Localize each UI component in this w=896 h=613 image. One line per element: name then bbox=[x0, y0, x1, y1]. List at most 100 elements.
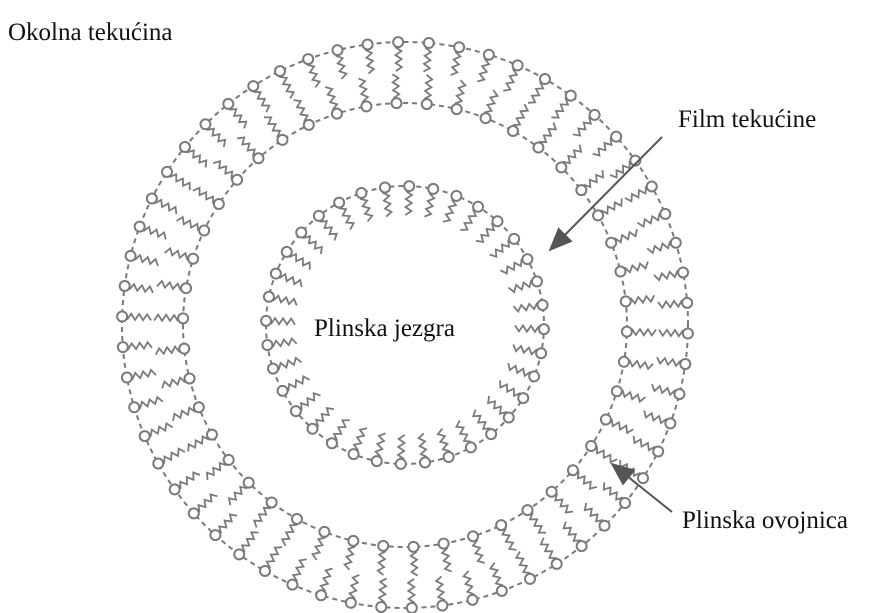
molecule-tail bbox=[324, 86, 339, 111]
molecule-tail bbox=[583, 170, 604, 189]
molecule-tail bbox=[310, 536, 326, 561]
molecule-tail bbox=[507, 279, 533, 294]
molecule-tail bbox=[142, 225, 167, 240]
molecule-head bbox=[599, 413, 612, 426]
molecule-tail bbox=[471, 539, 486, 564]
molecule-head bbox=[124, 249, 137, 262]
layer-outline bbox=[182, 102, 628, 548]
molecule-head bbox=[673, 388, 686, 401]
molecule-tail bbox=[391, 73, 401, 100]
molecule-head bbox=[420, 98, 433, 111]
molecule-head bbox=[450, 189, 463, 202]
molecule-tail bbox=[554, 493, 574, 514]
molecule-tail bbox=[263, 116, 282, 138]
molecule-head bbox=[495, 584, 508, 597]
molecule-tail bbox=[302, 234, 323, 255]
molecule-tail bbox=[278, 272, 303, 288]
molecule-head bbox=[261, 339, 274, 352]
molecule-tail bbox=[440, 547, 452, 573]
molecule-head bbox=[521, 253, 534, 266]
arrow bbox=[548, 136, 663, 252]
molecule-tail bbox=[636, 212, 661, 228]
molecule-head bbox=[276, 133, 289, 146]
molecule-tail bbox=[475, 222, 496, 243]
molecule-head bbox=[403, 180, 416, 193]
molecule-head bbox=[168, 483, 181, 496]
molecule-head bbox=[588, 108, 601, 121]
molecule-head bbox=[407, 540, 420, 553]
molecule-head bbox=[333, 196, 346, 209]
molecule-head bbox=[610, 385, 623, 398]
molecule-head bbox=[306, 422, 319, 435]
molecule-tail bbox=[462, 570, 475, 596]
molecule-tail bbox=[293, 99, 310, 123]
molecule-tail bbox=[280, 523, 298, 547]
molecule-head bbox=[315, 589, 328, 602]
molecule-head bbox=[247, 80, 260, 93]
molecule-head bbox=[187, 252, 200, 265]
molecule-tail bbox=[614, 229, 638, 244]
molecule-head bbox=[231, 173, 244, 186]
molecule-tail bbox=[562, 144, 583, 165]
molecule-tail bbox=[212, 159, 234, 179]
molecule-tail bbox=[621, 389, 646, 404]
molecule-head bbox=[199, 118, 212, 131]
molecule-head bbox=[260, 314, 273, 327]
molecule-tail bbox=[393, 46, 404, 72]
molecule-head bbox=[187, 507, 200, 520]
molecule-head bbox=[290, 512, 303, 525]
molecule-tail bbox=[454, 419, 472, 443]
molecule-head bbox=[610, 130, 623, 143]
molecule-head bbox=[532, 141, 545, 154]
label-gas-core: Plinska jezgra bbox=[314, 315, 455, 342]
molecule-head bbox=[592, 209, 605, 222]
molecule-head bbox=[419, 456, 432, 469]
molecule-tail bbox=[472, 409, 491, 430]
molecule-tail bbox=[500, 527, 517, 551]
molecule-tail bbox=[287, 374, 311, 392]
molecule-tail bbox=[527, 81, 545, 104]
molecule-head bbox=[145, 192, 158, 205]
molecule-tail bbox=[156, 279, 182, 291]
molecule-head bbox=[605, 236, 618, 249]
molecule-head bbox=[118, 279, 131, 292]
molecule-tail bbox=[600, 198, 623, 216]
molecule-tail bbox=[161, 376, 187, 389]
molecule-tail bbox=[499, 258, 523, 276]
molecule-tail bbox=[409, 550, 419, 577]
molecule-head bbox=[517, 392, 530, 405]
molecule-head bbox=[302, 53, 315, 66]
molecule-head bbox=[312, 209, 325, 222]
molecule-tail bbox=[562, 521, 581, 542]
label-gas-shell: Plinska ovojnica bbox=[682, 507, 848, 534]
molecule-tail bbox=[163, 447, 186, 464]
molecule-tail bbox=[658, 328, 684, 338]
molecule-head bbox=[528, 370, 541, 383]
molecule-head bbox=[637, 472, 650, 485]
molecule-tail bbox=[374, 432, 386, 458]
molecule-tail bbox=[176, 215, 200, 232]
arrow bbox=[610, 462, 673, 513]
molecule-tail bbox=[610, 418, 634, 435]
molecule-tail bbox=[358, 77, 370, 103]
molecule-tail bbox=[306, 63, 322, 88]
molecule-tail bbox=[139, 395, 164, 409]
molecule-tail bbox=[153, 312, 179, 323]
molecule-head bbox=[566, 464, 579, 477]
molecule-tail bbox=[265, 546, 283, 569]
label-surrounding-fluid: Okolna tekućina bbox=[8, 19, 173, 46]
molecule-head bbox=[598, 519, 611, 532]
molecule-tail bbox=[127, 340, 153, 351]
molecule-tail bbox=[227, 485, 248, 506]
molecule-tail bbox=[512, 344, 538, 356]
molecule-head bbox=[564, 89, 577, 102]
molecule-head bbox=[508, 232, 521, 245]
molecule-tail bbox=[422, 46, 433, 73]
molecule-tail bbox=[186, 149, 208, 168]
molecule-head bbox=[344, 596, 357, 609]
molecule-tail bbox=[477, 58, 491, 83]
molecule-tail bbox=[572, 116, 593, 137]
molecule-head bbox=[491, 215, 504, 228]
molecule-tail bbox=[423, 74, 434, 100]
